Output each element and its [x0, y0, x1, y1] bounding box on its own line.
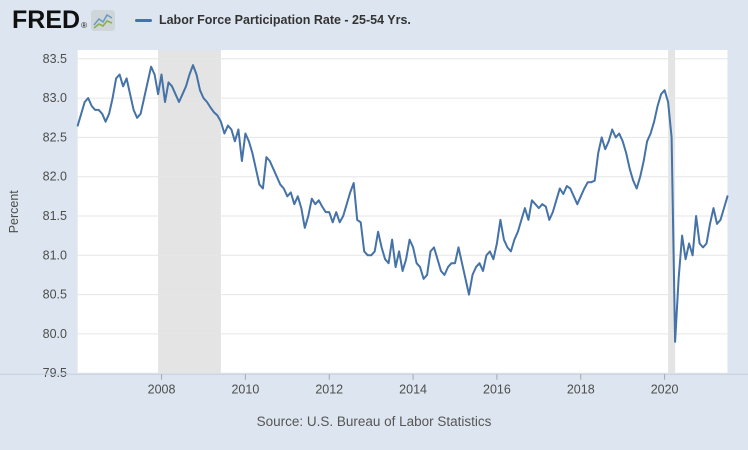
x-tick-label: 2016 [483, 382, 511, 396]
recession-band [158, 50, 221, 374]
y-tick-label: 80.0 [43, 327, 67, 341]
x-tick-label: 2012 [315, 382, 343, 396]
y-tick-label: 79.5 [43, 366, 67, 380]
y-tick-label: 80.5 [43, 288, 67, 302]
chart-header: FRED ® Labor Force Participation Rate - … [0, 0, 748, 40]
y-tick-label: 82.0 [43, 170, 67, 184]
x-tick-label: 2018 [567, 382, 595, 396]
y-tick-label: 81.0 [43, 248, 67, 262]
fred-logo[interactable]: FRED ® [12, 6, 87, 34]
y-tick-label: 83.5 [43, 52, 67, 66]
recession-band [668, 50, 676, 374]
source-note: Source: U.S. Bureau of Labor Statistics [256, 414, 492, 429]
registered-mark-icon: ® [81, 21, 87, 30]
legend-item[interactable]: Labor Force Participation Rate - 25-54 Y… [134, 13, 411, 27]
fred-logo-text: FRED [12, 6, 81, 34]
fred-sparkline-icon [90, 9, 115, 31]
y-tick-label: 83.0 [43, 91, 67, 105]
y-tick-label: 82.5 [43, 130, 67, 144]
legend-line-marker [134, 18, 152, 22]
y-axis-title: Percent [7, 190, 21, 234]
data-line [76, 64, 729, 343]
x-tick-label: 2008 [148, 382, 176, 396]
x-tick-label: 2014 [399, 382, 427, 396]
x-tick-label: 2010 [231, 382, 259, 396]
y-tick-label: 81.5 [43, 209, 67, 223]
x-tick-label: 2020 [651, 382, 679, 396]
legend-series-label: Labor Force Participation Rate - 25-54 Y… [158, 13, 411, 27]
